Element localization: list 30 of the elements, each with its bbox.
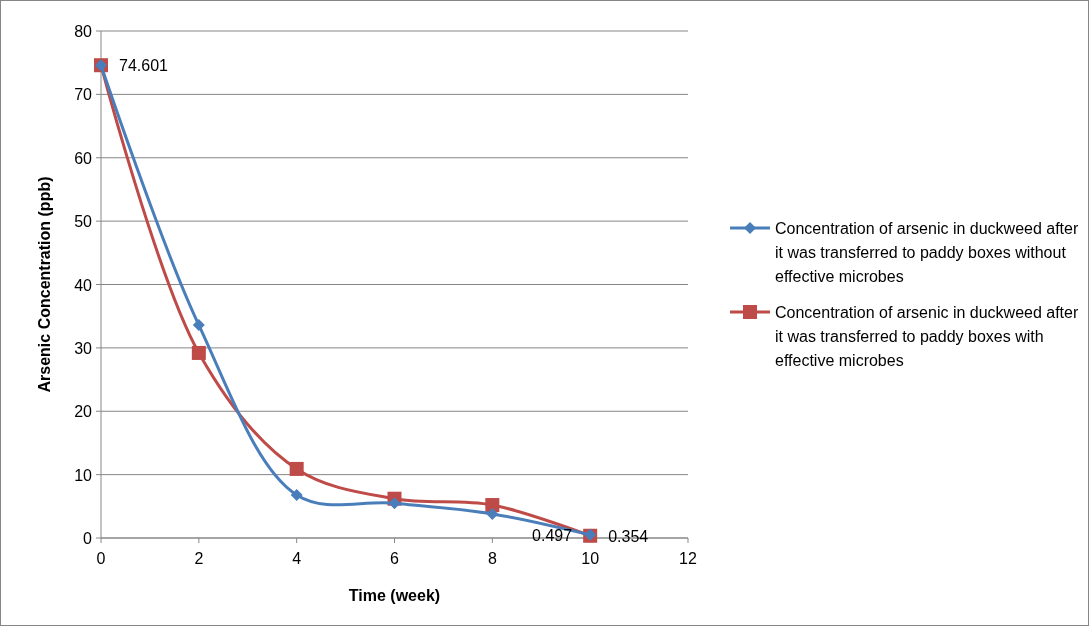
x-tick-label: 12 (679, 550, 697, 567)
legend-label: Concentration of arsenic in duckweed after it was transferred to paddy boxes with effective microbes (775, 304, 1079, 369)
point (290, 488, 303, 501)
data-label: 74.601 (119, 57, 169, 75)
x-tick-label: 0 (96, 550, 106, 567)
point (388, 497, 401, 510)
data-label: 0.354 (608, 527, 649, 545)
y-tick-label: 60 (74, 149, 93, 167)
x-tick-label: 10 (581, 550, 600, 567)
x-axis-title: Time (week) (348, 587, 441, 604)
point (192, 319, 205, 332)
x-tick-label: 6 (390, 550, 400, 567)
x-tick-label: 4 (292, 550, 302, 567)
y-tick-label: 70 (74, 86, 93, 104)
y-tick-label: 40 (74, 276, 93, 294)
y-tick-label: 30 (74, 339, 93, 357)
y-tick-label: 80 (74, 23, 93, 40)
point (486, 507, 499, 520)
point (191, 345, 206, 360)
point (485, 498, 500, 513)
y-tick-label: 50 (74, 213, 93, 231)
x-tick-label: 2 (194, 550, 204, 567)
y-tick-label: 10 (74, 466, 93, 484)
y-tick-label: 0 (83, 530, 93, 547)
data-label: 0.497 (532, 526, 573, 544)
point (289, 461, 304, 476)
y-tick-label: 20 (74, 403, 93, 421)
x-tick-label: 8 (487, 550, 497, 567)
legend-label: Concentration of arsenic in duckweed after it was transferred to paddy boxes without effective microbes (775, 220, 1079, 285)
y-axis-title: Arsenic Concentration (ppb) (36, 176, 53, 393)
